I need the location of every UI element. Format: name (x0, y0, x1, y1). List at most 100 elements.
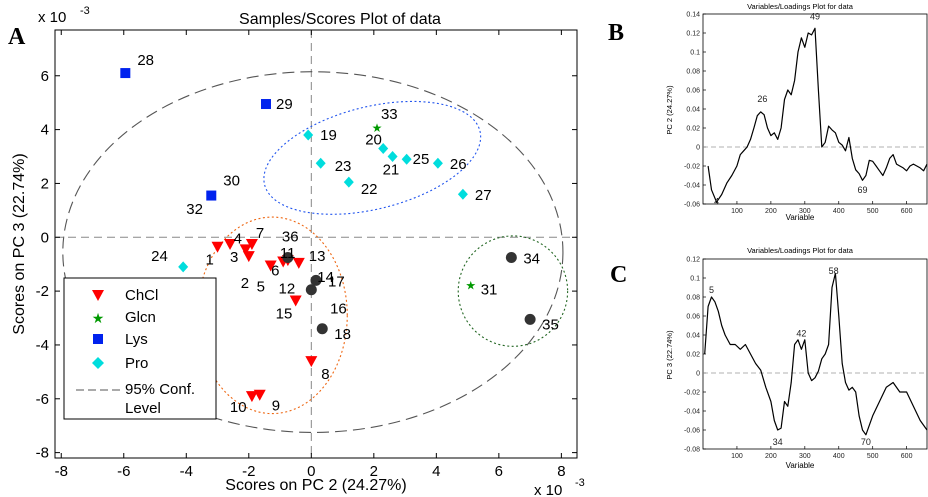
point-label-15: 15 (276, 306, 293, 323)
point-label-4: 4 (234, 230, 242, 247)
y-tick-label: 0.14 (686, 12, 700, 19)
loadings-plot-pc2: Variables/Loadings Plot for data 100 200 3… (665, 2, 928, 222)
legend-lys-label: Lys (125, 331, 148, 348)
y-exponent-power: -3 (80, 5, 90, 17)
lys-point-29 (260, 99, 271, 110)
x-exponent-base: x 10 (534, 482, 562, 497)
point-label-9: 9 (272, 398, 280, 415)
x-tick-label: 400 (833, 453, 845, 460)
point-label-23: 23 (335, 158, 352, 175)
peak-annotation-42: 42 (796, 329, 806, 339)
point-label-34: 34 (523, 250, 540, 267)
x-tick-label: -2 (242, 463, 255, 480)
legend-chcl-triangle-icon (92, 290, 104, 301)
loadings-pc2-annotations: 49 26 69 4 (714, 12, 867, 207)
other-point-36 (282, 251, 294, 263)
point-label-6: 6 (271, 262, 279, 279)
x-tick-label: 6 (495, 463, 503, 480)
point-label-3: 3 (230, 249, 238, 266)
loadings-pc2-title: Variables/Loadings Plot for data (747, 2, 854, 11)
y-tick-label: -0.04 (684, 183, 700, 190)
pro-point-24 (178, 261, 189, 273)
loadings-pc3-y-axis-label: PC 3 (22.74%) (665, 330, 674, 380)
chcl-point-4 (239, 244, 252, 256)
point-label-8: 8 (321, 366, 329, 383)
y-tick-label: 0.1 (690, 276, 700, 283)
panel-letter-b: B (608, 20, 624, 46)
y-tick-label: 0.08 (686, 69, 700, 76)
point-label-13: 13 (309, 248, 326, 265)
y-tick-label: 0.06 (686, 88, 700, 95)
scores-plot-y-exponent: x 10 -3 (38, 5, 90, 26)
y-tick-label: 0 (41, 229, 49, 246)
legend-glcn-star-icon: ★ (92, 310, 105, 326)
y-tick-label: 4 (41, 122, 49, 139)
scores-plot-points: ★★ (120, 68, 536, 403)
y-tick-label: 0.04 (686, 107, 700, 114)
point-label-28: 28 (137, 52, 154, 69)
loadings-pc3-annotations: 5 42 58 34 70 (709, 266, 871, 447)
y-tick-label: 6 (41, 68, 49, 85)
pro-point-25 (401, 153, 412, 165)
panel-letter-c: C (610, 262, 627, 288)
y-tick-label: -4 (36, 337, 49, 354)
loadings-plot-pc3: Variables/Loadings Plot for data 100 200 3… (665, 246, 928, 470)
legend-entry-lys: Lys (93, 331, 148, 348)
point-label-12: 12 (278, 280, 295, 297)
scores-plot-legend: ChCl ★ Glcn Lys Pro 95% Conf. Level (63, 277, 217, 420)
lys-point-28 (120, 68, 131, 79)
chcl-point-9 (253, 389, 266, 401)
x-tick-label: 600 (901, 453, 913, 460)
point-label-2: 2 (241, 275, 249, 292)
glcn-point-31: ★ (465, 278, 476, 292)
cluster-ellipse (263, 100, 482, 215)
legend-glcn-label: Glcn (125, 309, 156, 326)
loadings-pc3-ticks: 100 200 300 400 500 600 -0.08 -0.06 -0.04 -0.02 0 0… (684, 257, 913, 461)
point-label-19: 19 (320, 127, 337, 144)
loadings-pc2-x-axis-label: Variable (786, 213, 815, 222)
legend-pro-label: Pro (125, 355, 148, 372)
loadings-pc3-frame (702, 258, 928, 450)
chcl-point-1 (211, 241, 224, 253)
y-tick-label: 0.1 (690, 50, 700, 57)
point-label-35: 35 (542, 316, 559, 333)
loadings-pc2-ticks: 100 200 300 400 500 600 -0.06 -0.04 -0.02 0 0.02 0.… (684, 12, 913, 216)
point-label-20: 20 (365, 131, 382, 148)
y-tick-label: -0.02 (684, 164, 700, 171)
point-label-22: 22 (361, 181, 378, 198)
x-tick-label: 100 (731, 208, 743, 215)
point-label-10: 10 (230, 399, 247, 416)
y-tick-label: -0.06 (684, 202, 700, 209)
point-label-25: 25 (413, 151, 430, 168)
point-label-21: 21 (383, 162, 400, 179)
loadings-pc3-x-axis-label: Variable (786, 461, 815, 470)
other-point-35 (524, 313, 536, 325)
point-label-5: 5 (257, 279, 265, 296)
y-tick-label: 0.02 (686, 352, 700, 359)
pro-point-19 (303, 129, 314, 141)
scores-plot-x-ticks: -8 -6 -4 -2 0 2 4 6 8 (55, 30, 566, 480)
y-tick-label: -0.02 (684, 390, 700, 397)
legend-chcl-label: ChCl (125, 287, 158, 304)
point-label-11: 11 (280, 245, 296, 262)
peak-annotation-4: 4 (714, 197, 719, 207)
x-tick-label: 500 (867, 208, 879, 215)
loadings-pc2-frame (702, 13, 928, 205)
scores-plot-y-axis-label: Scores on PC 3 (22.74%) (11, 153, 28, 334)
x-tick-label: 4 (432, 463, 440, 480)
x-tick-label: 2 (370, 463, 378, 480)
x-tick-label: 400 (833, 208, 845, 215)
point-label-17: 17 (328, 273, 345, 290)
peak-annotation-69: 69 (858, 185, 868, 195)
x-tick-label: 0 (307, 463, 315, 480)
pro-point-26 (432, 157, 443, 169)
loadings-series-line (707, 27, 928, 203)
y-tick-label: 0.12 (686, 31, 700, 38)
y-tick-label: -0.08 (684, 447, 700, 454)
legend-entry-chcl: ChCl (92, 287, 158, 304)
loadings-series-line (704, 272, 928, 436)
legend-lys-square-icon (93, 334, 103, 344)
